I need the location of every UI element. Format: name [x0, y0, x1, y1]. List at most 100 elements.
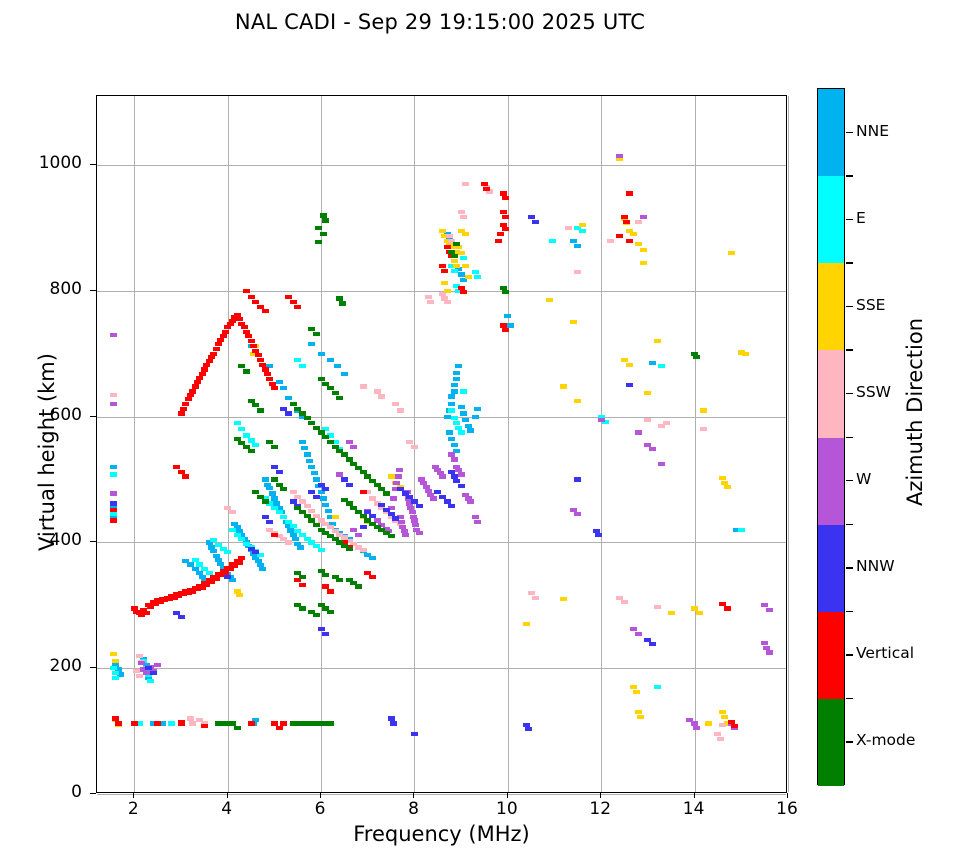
data-point — [207, 579, 215, 584]
data-point — [457, 272, 465, 277]
data-point — [453, 241, 460, 246]
data-point — [359, 490, 367, 495]
data-point — [219, 334, 227, 339]
data-point — [658, 364, 666, 369]
data-point — [296, 545, 304, 550]
data-point — [252, 348, 260, 353]
data-point — [312, 513, 320, 519]
data-point — [182, 474, 190, 479]
data-point — [224, 574, 232, 580]
gridline-y — [97, 165, 786, 167]
data-point — [109, 392, 117, 397]
data-point — [233, 436, 241, 441]
data-point — [523, 622, 531, 627]
data-point — [326, 609, 334, 614]
data-point — [742, 351, 750, 356]
data-point — [407, 505, 415, 510]
data-point — [446, 241, 453, 246]
data-point — [289, 300, 297, 305]
data-point — [308, 518, 316, 523]
colorbar-tick — [846, 741, 853, 743]
data-point — [625, 238, 633, 243]
data-point — [198, 574, 206, 580]
data-point — [719, 710, 727, 715]
data-point — [224, 549, 232, 554]
data-point — [499, 210, 507, 215]
data-point — [340, 477, 348, 482]
data-point — [410, 444, 418, 449]
data-point — [109, 515, 117, 520]
data-point — [364, 518, 372, 523]
data-point — [471, 515, 479, 520]
data-point — [574, 477, 582, 482]
data-point — [298, 583, 306, 588]
data-point — [322, 631, 330, 636]
data-point — [450, 258, 458, 263]
data-point — [723, 721, 731, 726]
data-point — [345, 457, 353, 462]
data-point — [644, 390, 652, 395]
data-point — [333, 364, 341, 369]
data-point — [280, 537, 288, 542]
data-point — [406, 501, 414, 506]
colorbar-boundary-tick — [846, 523, 853, 526]
data-point — [457, 229, 465, 234]
data-point — [354, 510, 362, 515]
data-point — [268, 381, 276, 387]
data-point — [214, 342, 222, 347]
data-point — [312, 612, 320, 617]
data-point — [471, 414, 479, 419]
x-tick-label: 12 — [589, 799, 612, 819]
data-point — [109, 472, 117, 477]
data-point — [474, 407, 482, 412]
data-point — [217, 573, 225, 578]
data-point — [182, 402, 190, 407]
data-point — [252, 300, 260, 305]
data-point — [763, 646, 771, 651]
data-point — [142, 610, 150, 615]
data-point — [499, 222, 507, 227]
data-point — [198, 585, 206, 590]
data-point — [653, 339, 661, 344]
data-point — [336, 578, 344, 583]
data-point — [144, 675, 152, 680]
data-point — [326, 534, 334, 539]
data-point — [340, 497, 348, 502]
data-point — [200, 723, 208, 729]
data-point — [228, 510, 236, 515]
data-point — [373, 524, 381, 529]
gridline-y — [97, 542, 786, 544]
data-point — [378, 394, 386, 399]
data-point — [504, 313, 512, 319]
data-point — [147, 604, 155, 609]
colorbar-segment-sse — [818, 263, 844, 351]
data-point — [340, 535, 348, 540]
data-point — [308, 609, 316, 614]
data-point — [502, 327, 510, 332]
data-point — [761, 603, 769, 608]
colorbar-label-nne: NNE — [856, 121, 889, 140]
data-point — [354, 545, 362, 550]
data-point — [607, 238, 615, 243]
data-point — [284, 411, 292, 416]
data-point — [331, 574, 339, 580]
data-point — [691, 606, 699, 611]
data-point — [649, 361, 657, 366]
data-point — [280, 386, 288, 391]
data-point — [373, 482, 381, 487]
data-point — [569, 507, 577, 512]
data-point — [247, 438, 255, 443]
data-point — [317, 351, 325, 356]
data-point — [723, 485, 731, 490]
data-point — [460, 389, 467, 394]
x-tick-label: 8 — [408, 799, 419, 819]
gridline-x — [134, 96, 136, 792]
data-point — [303, 537, 311, 542]
data-point — [238, 537, 246, 542]
data-point — [340, 543, 348, 548]
y-tick-mark — [90, 415, 96, 417]
data-point — [294, 358, 302, 363]
data-point — [303, 513, 311, 519]
data-point — [154, 721, 162, 726]
data-point — [527, 214, 535, 219]
